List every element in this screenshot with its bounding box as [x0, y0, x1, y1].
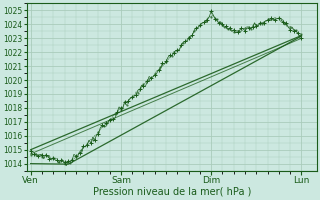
- X-axis label: Pression niveau de la mer( hPa ): Pression niveau de la mer( hPa ): [92, 187, 251, 197]
